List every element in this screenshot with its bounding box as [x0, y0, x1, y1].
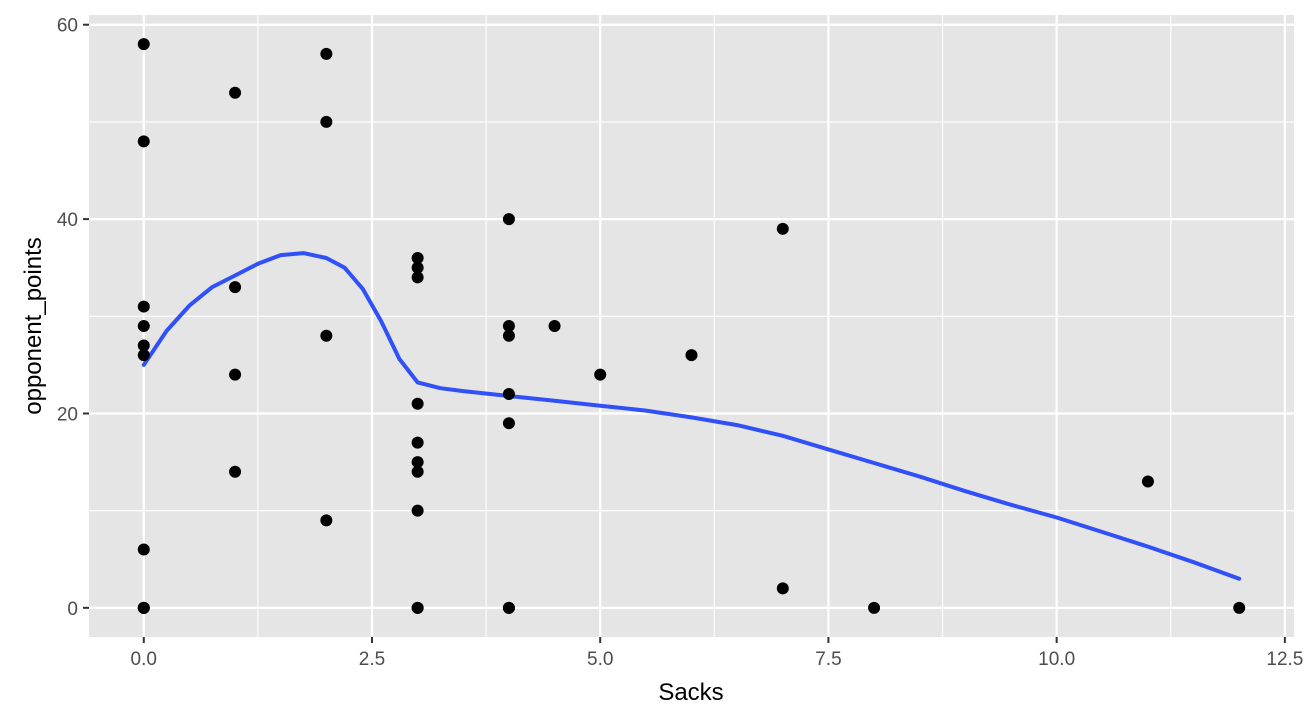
- data-point: [411, 465, 424, 478]
- panel-background: [89, 15, 1294, 637]
- data-point: [1233, 601, 1246, 614]
- y-tick-label: 20: [57, 404, 78, 425]
- data-point: [776, 582, 789, 595]
- data-point: [320, 47, 333, 60]
- data-point: [137, 320, 150, 332]
- data-point: [137, 601, 150, 614]
- data-points: [137, 38, 1246, 614]
- data-point: [229, 86, 242, 99]
- data-point: [411, 456, 424, 469]
- data-point: [411, 251, 424, 264]
- x-axis-title: Sacks: [658, 679, 723, 706]
- data-point: [320, 514, 333, 527]
- data-point: [229, 281, 242, 294]
- data-point: [502, 417, 515, 430]
- data-point: [502, 329, 515, 342]
- data-point: [411, 436, 424, 449]
- data-point: [411, 397, 424, 410]
- y-tick-label: 0: [67, 599, 78, 620]
- data-point: [137, 543, 150, 556]
- x-axis: 0.0 2.5 5.0 7.5 10.0 12.5: [131, 637, 1303, 670]
- data-point: [137, 300, 150, 313]
- x-tick-label: 0.0: [131, 649, 157, 670]
- data-point: [137, 135, 150, 148]
- data-point: [685, 349, 698, 362]
- minor-gridlines: [89, 15, 1294, 637]
- x-tick-label: 7.5: [815, 649, 841, 670]
- data-point: [411, 504, 424, 517]
- major-gridlines: [89, 15, 1294, 637]
- data-point: [776, 222, 789, 235]
- y-axis-title: opponent_points: [20, 237, 47, 415]
- data-point: [320, 329, 333, 342]
- data-point: [411, 271, 424, 284]
- y-tick-label: 60: [57, 16, 78, 37]
- data-point: [502, 388, 515, 401]
- data-point: [229, 465, 242, 478]
- data-point: [1141, 475, 1154, 488]
- x-tick-label: 5.0: [587, 649, 613, 670]
- x-tick-label: 12.5: [1266, 649, 1303, 670]
- data-point: [502, 213, 515, 226]
- data-point: [411, 601, 424, 614]
- data-point: [137, 339, 150, 352]
- data-point: [229, 368, 242, 381]
- data-point: [137, 38, 150, 51]
- data-point: [502, 320, 515, 332]
- data-point: [868, 601, 881, 614]
- x-tick-label: 10.0: [1038, 649, 1075, 670]
- y-axis: 0 20 40 60: [57, 16, 89, 620]
- data-point: [502, 601, 515, 614]
- data-point: [320, 115, 333, 128]
- data-point: [411, 261, 424, 274]
- x-tick-label: 2.5: [359, 649, 385, 670]
- data-point: [137, 349, 150, 362]
- y-tick-label: 40: [57, 210, 78, 231]
- data-point: [548, 320, 561, 332]
- data-point: [594, 368, 607, 381]
